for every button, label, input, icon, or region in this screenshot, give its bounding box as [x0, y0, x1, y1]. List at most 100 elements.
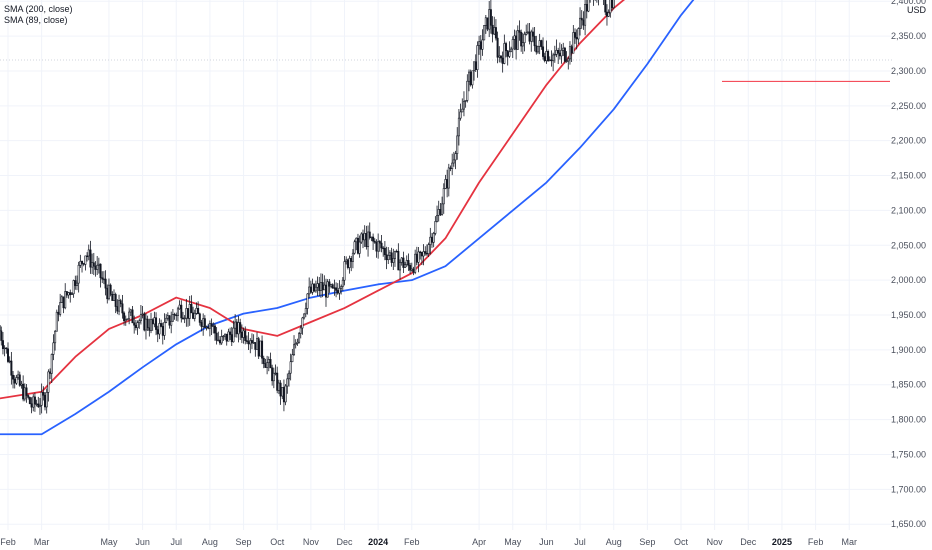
- candle-up: [338, 287, 341, 294]
- candle-down: [82, 263, 85, 265]
- candle-up: [355, 237, 358, 243]
- candle-up: [303, 313, 306, 319]
- candle-up: [75, 282, 78, 286]
- candle-up: [609, 0, 612, 14]
- candle-up: [208, 323, 211, 329]
- candle-down: [69, 292, 72, 295]
- candle-up: [360, 233, 363, 243]
- candle-up: [478, 41, 481, 46]
- candle-up: [567, 58, 570, 62]
- legend-sma200[interactable]: SMA (200, close): [4, 4, 73, 14]
- candle-up: [165, 317, 168, 323]
- currency-label: USD: [906, 5, 926, 15]
- candle-down: [469, 71, 472, 86]
- candle-up: [97, 263, 100, 266]
- candle-down: [547, 51, 550, 61]
- candle-up: [476, 45, 479, 71]
- candle-up: [296, 341, 299, 344]
- candle-down: [257, 338, 260, 357]
- candle-down: [6, 348, 9, 362]
- candle-down: [245, 340, 248, 342]
- price-tick-label: 2,100.00: [891, 205, 926, 215]
- candle-up: [370, 236, 373, 239]
- candle-down: [131, 309, 134, 324]
- candle-down: [580, 17, 583, 21]
- candle-up: [584, 3, 587, 26]
- candle-up: [284, 385, 287, 403]
- candle-down: [134, 324, 137, 329]
- candle-up: [367, 231, 370, 248]
- candle-up: [427, 244, 430, 254]
- candle-down: [356, 237, 359, 254]
- candle-down: [282, 387, 285, 403]
- candle-up: [462, 101, 465, 110]
- candle-down: [383, 247, 386, 256]
- candle-up: [468, 71, 471, 82]
- candle-down: [89, 249, 92, 268]
- candle-up: [20, 383, 23, 386]
- candle-up: [363, 233, 366, 241]
- candle-down: [382, 247, 385, 250]
- candle-down: [331, 284, 334, 289]
- time-tick-label: Mar: [842, 537, 858, 547]
- candle-up: [434, 221, 437, 234]
- candle-up: [128, 311, 131, 320]
- candle-up: [64, 291, 67, 309]
- candle-up: [304, 308, 307, 315]
- candle-down: [106, 287, 109, 300]
- candle-down: [611, 0, 614, 9]
- candle-up: [136, 322, 139, 329]
- candle-up: [405, 260, 408, 265]
- candle-down: [215, 332, 218, 341]
- time-axis[interactable]: Feb Mar May Jun Jul Aug Sep Oct Nov Dec 2024 Feb Apr…: [0, 537, 857, 547]
- candle-down: [499, 55, 502, 59]
- candle-down: [180, 304, 183, 319]
- candle-up: [67, 292, 70, 296]
- candle-down: [515, 35, 518, 50]
- candle-up: [587, 0, 590, 12]
- candle-down: [324, 284, 327, 298]
- candle-down: [362, 233, 365, 241]
- price-axis[interactable]: 1,650.00 1,700.00 1,750.00 1,800.00 1,850.00…: [891, 0, 926, 529]
- candle-up: [70, 293, 73, 295]
- candle-up: [330, 284, 333, 287]
- candle-down: [235, 321, 238, 335]
- legend-sma89[interactable]: SMA (89, close): [4, 15, 68, 25]
- time-tick-label: Aug: [202, 537, 218, 547]
- candle-up: [452, 159, 455, 164]
- candle-up: [306, 293, 309, 309]
- candle-up: [256, 338, 259, 350]
- candle-up: [530, 31, 533, 42]
- candle-up: [511, 39, 514, 50]
- candle-down: [582, 19, 585, 26]
- candle-up: [488, 9, 491, 30]
- price-tick-label: 2,300.00: [891, 66, 926, 76]
- candle-down: [116, 306, 119, 312]
- candle-down: [397, 250, 400, 271]
- candle-down: [375, 241, 378, 252]
- candle-down: [479, 41, 482, 50]
- candle-up: [399, 262, 402, 271]
- candle-down: [336, 290, 339, 294]
- candle-up: [498, 55, 501, 58]
- candle-down: [213, 325, 216, 334]
- candle-up: [91, 262, 94, 268]
- candle-down: [175, 314, 178, 317]
- candle-up: [222, 335, 225, 338]
- candle-down: [151, 319, 154, 325]
- candle-down: [121, 303, 124, 314]
- candle-down: [269, 359, 272, 369]
- candle-down: [328, 281, 331, 287]
- candle-down: [13, 378, 16, 384]
- candle-up: [212, 325, 215, 327]
- candle-down: [489, 9, 492, 26]
- candle-down: [321, 282, 324, 291]
- candle-down: [207, 326, 210, 329]
- candle-up: [227, 331, 230, 342]
- candle-down: [57, 311, 60, 315]
- time-tick-label: Dec: [740, 537, 757, 547]
- candle-down: [558, 52, 561, 57]
- candle-up: [45, 392, 48, 408]
- time-tick-label: May: [504, 537, 522, 547]
